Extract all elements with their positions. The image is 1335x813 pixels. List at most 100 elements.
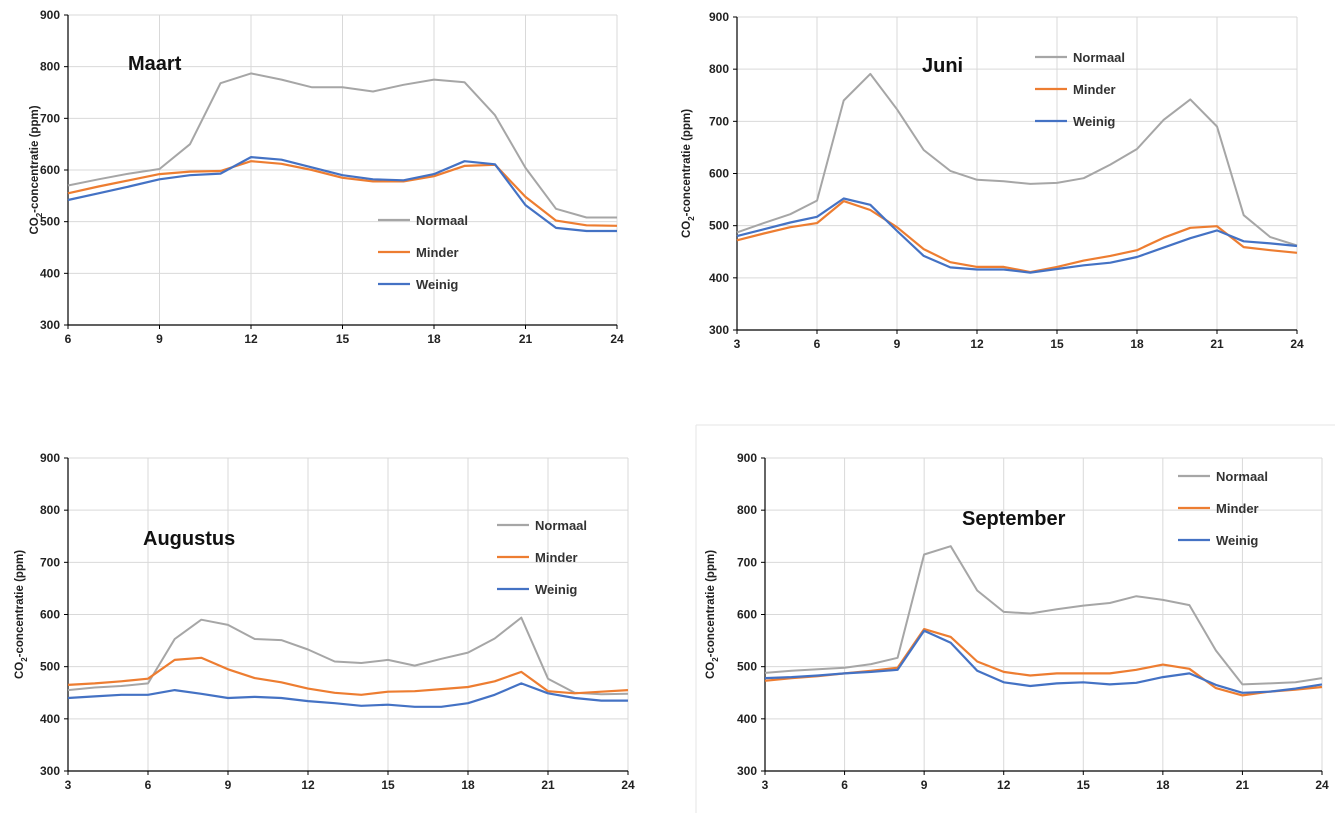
legend-label-weinig: Weinig [1073, 114, 1115, 129]
x-tick-label: 15 [1077, 778, 1091, 792]
y-tick-label: 300 [40, 764, 60, 778]
legend-label-normaal: Normaal [1216, 469, 1268, 484]
y-axis-label-rest: -concentratie (ppm) [14, 550, 26, 658]
y-axis-label-co: CO [29, 217, 41, 234]
y-axis-label-sub: 2 [711, 657, 720, 662]
x-tick-label: 9 [894, 337, 901, 351]
y-axis-label-rest: -concentratie (ppm) [29, 105, 41, 213]
y-tick-label: 500 [40, 215, 60, 229]
series-line-normaal [67, 616, 629, 696]
y-tick-label: 600 [709, 167, 729, 181]
y-tick-label: 800 [40, 60, 60, 74]
y-axis-label-sub: 2 [687, 216, 696, 221]
y-axis-label-rest: -concentratie (ppm) [681, 109, 693, 217]
series-line-minder [67, 656, 629, 696]
y-axis-label: CO2-concentratie (ppm) [681, 109, 696, 238]
x-tick-label: 15 [336, 332, 350, 346]
x-tick-label: 24 [610, 332, 624, 346]
legend-label-weinig: Weinig [1216, 533, 1258, 548]
x-tick-label: 6 [814, 337, 821, 351]
series-line-minder [67, 160, 618, 227]
y-tick-label: 800 [40, 503, 60, 517]
y-axis-label: CO2-concentratie (ppm) [705, 550, 720, 679]
y-axis-label-co: CO [14, 662, 26, 679]
x-tick-label: 12 [244, 332, 258, 346]
y-tick-label: 600 [40, 608, 60, 622]
x-tick-label: 15 [381, 778, 395, 792]
series-line-normaal [67, 72, 617, 219]
chart-title: Augustus [143, 528, 235, 550]
y-tick-label: 700 [40, 555, 60, 569]
x-tick-label: 18 [1130, 337, 1144, 351]
series-line-normaal [764, 545, 1323, 686]
y-tick-label: 400 [737, 712, 757, 726]
y-tick-label: 600 [737, 608, 757, 622]
y-tick-label: 500 [40, 660, 60, 674]
x-tick-label: 6 [841, 778, 848, 792]
x-tick-label: 15 [1050, 337, 1064, 351]
y-tick-label: 800 [737, 503, 757, 517]
legend-label-weinig: Weinig [416, 277, 458, 292]
y-tick-label: 700 [40, 111, 60, 125]
x-tick-label: 18 [461, 778, 475, 792]
chart-title: September [962, 508, 1066, 530]
y-tick-label: 400 [709, 271, 729, 285]
y-tick-label: 500 [737, 660, 757, 674]
x-tick-label: 3 [762, 778, 769, 792]
y-tick-label: 600 [40, 163, 60, 177]
legend-label-normaal: Normaal [1073, 50, 1125, 65]
x-tick-label: 18 [427, 332, 441, 346]
x-tick-label: 12 [970, 337, 984, 351]
x-tick-label: 9 [225, 778, 232, 792]
x-tick-label: 6 [145, 778, 152, 792]
x-tick-label: 6 [65, 332, 72, 346]
y-tick-label: 700 [709, 114, 729, 128]
x-tick-label: 3 [65, 778, 72, 792]
series-line-minder [736, 200, 1298, 274]
y-axis-label: CO2-concentratie (ppm) [29, 105, 44, 234]
y-tick-label: 400 [40, 712, 60, 726]
x-tick-label: 18 [1156, 778, 1170, 792]
y-tick-label: 800 [709, 62, 729, 76]
legend-label-minder: Minder [1216, 501, 1259, 516]
y-tick-label: 500 [709, 219, 729, 233]
series-line-weinig [67, 682, 628, 708]
y-tick-label: 700 [737, 555, 757, 569]
x-tick-label: 24 [1315, 778, 1329, 792]
x-tick-label: 12 [301, 778, 315, 792]
y-axis-label: CO2-concentratie (ppm) [14, 550, 29, 679]
y-axis-label-sub: 2 [35, 212, 44, 217]
series-line-normaal [736, 72, 1298, 247]
y-axis-label-co: CO [681, 221, 693, 238]
y-tick-label: 900 [737, 451, 757, 465]
y-axis-label-sub: 2 [20, 657, 29, 662]
chart-title: Maart [128, 53, 182, 75]
x-tick-label: 21 [519, 332, 533, 346]
series-line-weinig [67, 156, 617, 233]
chart-title: Juni [922, 55, 963, 77]
chart-3: 3 6 9 12 15 18 21 24 300 400 500 600 700 800 900 CO2-co… [705, 451, 1329, 792]
x-tick-label: 21 [1236, 778, 1250, 792]
y-tick-label: 900 [709, 10, 729, 24]
x-tick-label: 9 [156, 332, 163, 346]
y-tick-label: 900 [40, 8, 60, 22]
series-line-weinig [764, 629, 1323, 694]
series-line-weinig [736, 197, 1298, 274]
chart-0: 6 9 12 15 18 21 24 300 400 500 600 700 800 900 CO2-con… [29, 8, 624, 346]
y-tick-label: 300 [709, 323, 729, 337]
y-axis-label-rest: -concentratie (ppm) [705, 550, 717, 658]
x-tick-label: 9 [921, 778, 928, 792]
x-tick-label: 3 [734, 337, 741, 351]
legend-label-minder: Minder [535, 550, 578, 565]
legend-label-normaal: Normaal [535, 518, 587, 533]
y-tick-label: 300 [40, 318, 60, 332]
legend-label-minder: Minder [416, 245, 459, 260]
legend-label-minder: Minder [1073, 82, 1116, 97]
legend-label-normaal: Normaal [416, 213, 468, 228]
x-tick-label: 21 [541, 778, 555, 792]
y-tick-label: 300 [737, 764, 757, 778]
x-tick-label: 12 [997, 778, 1011, 792]
x-tick-label: 24 [1290, 337, 1304, 351]
x-tick-label: 21 [1210, 337, 1224, 351]
